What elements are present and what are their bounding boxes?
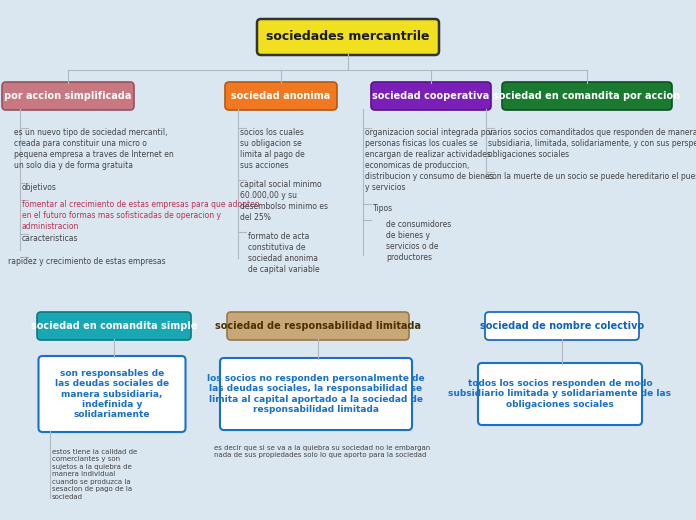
Text: con la muerte de un socio se puede hereditario el puesto: con la muerte de un socio se puede hered… <box>488 172 696 181</box>
Text: caracteristicas: caracteristicas <box>22 234 79 243</box>
Text: sociedad en comandita por accion: sociedad en comandita por accion <box>493 91 681 101</box>
FancyBboxPatch shape <box>257 19 439 55</box>
Text: fomentar al crecimiento de estas empresas para que adopten
en el futuro formas m: fomentar al crecimiento de estas empresa… <box>22 200 260 231</box>
Text: socios los cuales
su obligacion se
limita al pago de
sus acciones: socios los cuales su obligacion se limit… <box>240 128 305 171</box>
Text: de consumidores
de bienes y
servicios o de
productores: de consumidores de bienes y servicios o … <box>386 220 451 262</box>
FancyBboxPatch shape <box>502 82 672 110</box>
Text: estos tiene la calidad de
comerciantes y son
sujetos a la quiebra de
manera indi: estos tiene la calidad de comerciantes y… <box>52 449 137 500</box>
Text: sociedad cooperativa: sociedad cooperativa <box>372 91 489 101</box>
Text: capital social minimo
60.000,00 y su
desembolso minimo es
del 25%: capital social minimo 60.000,00 y su des… <box>240 180 328 223</box>
Text: formato de acta
constitutiva de
sociedad anonima
de capital variable: formato de acta constitutiva de sociedad… <box>248 232 319 275</box>
Text: sociedad en comandita simple: sociedad en comandita simple <box>31 321 197 331</box>
Text: sociedad de nombre colectivo: sociedad de nombre colectivo <box>480 321 644 331</box>
Text: es decir que si se va a la quiebra su sociedad no le embargan
nada de sus propie: es decir que si se va a la quiebra su so… <box>214 445 430 459</box>
Text: varios socios comanditados que responden de manera
subsidiaria, limitada, solida: varios socios comanditados que responden… <box>488 128 696 159</box>
FancyBboxPatch shape <box>485 312 639 340</box>
Text: organizacion social integrada por
personas fisicas los cuales se
encargan de rea: organizacion social integrada por person… <box>365 128 493 192</box>
FancyBboxPatch shape <box>38 356 186 432</box>
Text: Tipos: Tipos <box>373 204 393 213</box>
FancyBboxPatch shape <box>2 82 134 110</box>
Text: es un nuevo tipo de sociedad mercantil,
creada para constituir una micro o
peque: es un nuevo tipo de sociedad mercantil, … <box>14 128 174 171</box>
FancyBboxPatch shape <box>227 312 409 340</box>
FancyBboxPatch shape <box>220 358 412 430</box>
Text: objetivos: objetivos <box>22 183 57 192</box>
Text: rapidez y crecimiento de estas empresas: rapidez y crecimiento de estas empresas <box>8 257 166 266</box>
Text: por accion simplificada: por accion simplificada <box>4 91 132 101</box>
Text: todos los socios responden de modo
subsidiario limitada y solidariamente de las
: todos los socios responden de modo subsi… <box>448 379 672 409</box>
Text: los socios no responden personalmente de
las deudas sociales, la responsabilidad: los socios no responden personalmente de… <box>207 374 425 414</box>
FancyBboxPatch shape <box>371 82 491 110</box>
FancyBboxPatch shape <box>478 363 642 425</box>
Text: sociedad de responsabilidad limitada: sociedad de responsabilidad limitada <box>215 321 421 331</box>
FancyBboxPatch shape <box>225 82 337 110</box>
Text: sociedades mercantrile: sociedades mercantrile <box>267 31 429 44</box>
Text: sociedad anonima: sociedad anonima <box>231 91 331 101</box>
Text: son responsables de
las deudas sociales de
manera subsidiaria,
indefinida y
soli: son responsables de las deudas sociales … <box>55 369 169 419</box>
FancyBboxPatch shape <box>37 312 191 340</box>
